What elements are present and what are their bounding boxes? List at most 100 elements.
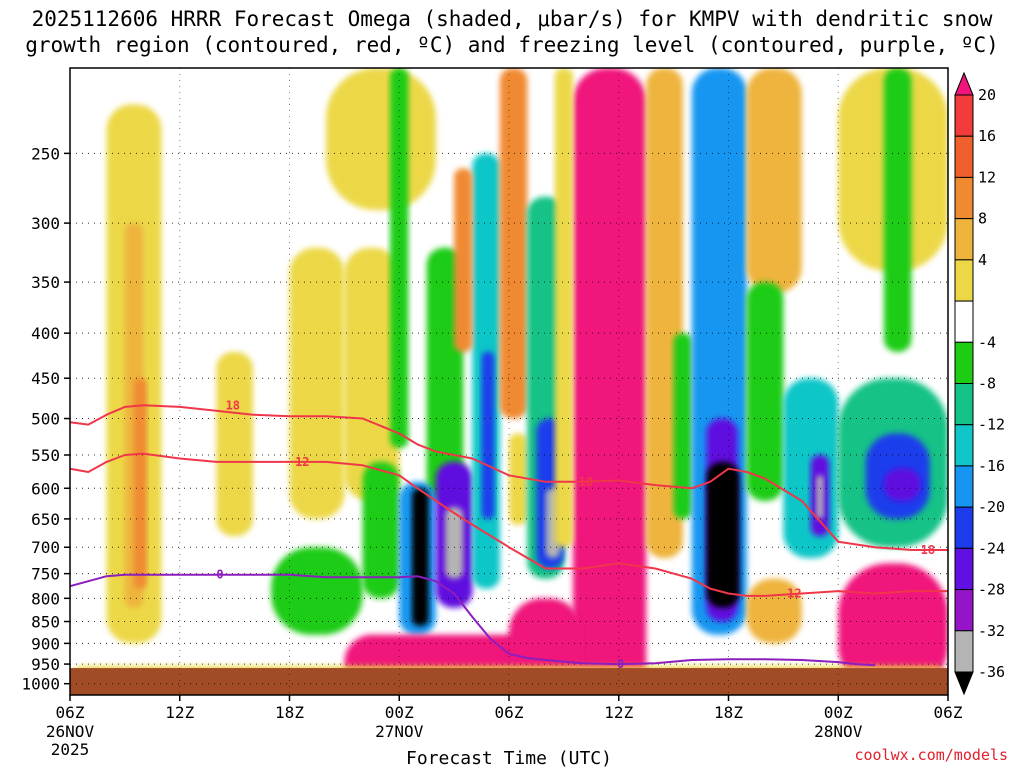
chart-title: 2025112606 HRRR Forecast Omega (shaded, … bbox=[0, 6, 1024, 58]
colorbar-swatch bbox=[954, 341, 974, 384]
contour-label: 0 bbox=[617, 657, 624, 671]
colorbar-swatch bbox=[954, 176, 974, 220]
omega-cell bbox=[326, 68, 436, 211]
omega-cell bbox=[509, 433, 528, 525]
y-tick-label: 1000 bbox=[21, 675, 60, 694]
contour-labels: 18 12 18 12 18 0 0 bbox=[216, 398, 935, 671]
omega-cell bbox=[344, 247, 400, 501]
contour-label: 18 bbox=[921, 543, 935, 557]
chart-title-line-2: growth region (contoured, red, ºC) and f… bbox=[25, 33, 999, 57]
colorbar-label: -8 bbox=[978, 375, 996, 393]
omega-cell bbox=[454, 168, 473, 352]
y-tick-label: 600 bbox=[31, 479, 60, 498]
colorbar-swatch bbox=[954, 465, 974, 508]
colorbar-label: -12 bbox=[978, 416, 1005, 434]
y-tick-label: 650 bbox=[31, 510, 60, 529]
contour-label: 12 bbox=[295, 455, 309, 469]
colorbar-label: -24 bbox=[978, 539, 1005, 557]
contour-label: 12 bbox=[787, 587, 801, 601]
contour-line-neg12 bbox=[70, 452, 948, 597]
y-tick-label: 450 bbox=[31, 369, 60, 388]
omega-cell bbox=[816, 475, 824, 519]
contour-line-neg18 bbox=[70, 404, 948, 551]
y-tick-label: 300 bbox=[31, 214, 60, 233]
contour-lines bbox=[70, 404, 948, 667]
contour-label: 0 bbox=[216, 568, 223, 582]
x-tick-label: 06Z bbox=[934, 703, 963, 722]
colorbar-swatch bbox=[954, 506, 974, 549]
x-date-label: 26NOV bbox=[46, 722, 95, 741]
omega-cell bbox=[573, 68, 647, 695]
colorbar-top-arrow bbox=[954, 71, 974, 96]
x-tick-label: 06Z bbox=[56, 703, 85, 722]
x-tick-label: 12Z bbox=[165, 703, 194, 722]
colorbar-swatch bbox=[954, 589, 974, 632]
colorbar-swatch bbox=[954, 547, 974, 591]
contour-line-0 bbox=[70, 573, 875, 667]
omega-cell bbox=[746, 68, 802, 293]
colorbar: 20 16 12 8 4 -4 -8 -12 -16 -20 -24 -28 -32 -36 bbox=[954, 71, 1005, 696]
x-tick-label: 00Z bbox=[385, 703, 414, 722]
omega-cell bbox=[362, 461, 400, 599]
grid-lines bbox=[70, 68, 948, 695]
colorbar-swatch bbox=[954, 218, 974, 261]
colorbar-swatch bbox=[954, 94, 974, 137]
omega-cell bbox=[838, 563, 948, 695]
ground-layer bbox=[70, 668, 948, 695]
x-tick-label: 18Z bbox=[275, 703, 304, 722]
colorbar-label: 12 bbox=[978, 168, 996, 186]
y-tick-label: 250 bbox=[31, 144, 60, 163]
omega-cell bbox=[444, 506, 464, 579]
x-date-label: 28NOV bbox=[814, 722, 863, 741]
omega-cell bbox=[746, 282, 784, 501]
colorbar-label: -36 bbox=[978, 663, 1005, 681]
omega-cell bbox=[412, 488, 429, 626]
y-tick-label: 900 bbox=[31, 634, 60, 653]
omega-cell bbox=[499, 68, 528, 419]
omega-cell bbox=[134, 378, 147, 589]
credit-text: coolwx.com/models bbox=[854, 746, 1008, 764]
omega-cell bbox=[673, 333, 692, 519]
colorbar-bottom-arrow bbox=[954, 671, 974, 696]
x-tick-label: 06Z bbox=[495, 703, 524, 722]
x-year-label: 2025 bbox=[51, 740, 90, 759]
colorbar-swatch bbox=[954, 383, 974, 426]
y-tick-label: 800 bbox=[31, 589, 60, 608]
chart-title-line-1: 2025112606 HRRR Forecast Omega (shaded, … bbox=[31, 7, 993, 31]
y-tick-label: 950 bbox=[31, 655, 60, 674]
ground-fill bbox=[70, 668, 948, 695]
y-tick-label: 850 bbox=[31, 613, 60, 632]
colorbar-swatch bbox=[954, 630, 974, 673]
contour-label: 18 bbox=[579, 475, 593, 489]
colorbar-label: 16 bbox=[978, 127, 996, 145]
y-axis: 250 300 350 400 450 500 550 600 650 700 750 800 850 9… bbox=[21, 144, 70, 694]
omega-cell bbox=[883, 68, 912, 352]
colorbar-swatch bbox=[954, 135, 974, 178]
y-tick-label: 400 bbox=[31, 324, 60, 343]
colorbar-swatch bbox=[954, 424, 974, 467]
omega-cell bbox=[481, 351, 495, 519]
colorbar-label: -28 bbox=[978, 581, 1005, 599]
x-date-label: 27NOV bbox=[375, 722, 424, 741]
omega-cell bbox=[706, 461, 740, 608]
y-tick-label: 750 bbox=[31, 565, 60, 584]
omega-cell bbox=[390, 68, 409, 448]
x-tick-label: 12Z bbox=[604, 703, 633, 722]
omega-shading bbox=[70, 68, 948, 695]
omega-cell bbox=[883, 468, 921, 501]
y-tick-label: 700 bbox=[31, 538, 60, 557]
colorbar-label: 8 bbox=[978, 210, 987, 228]
colorbar-label: -32 bbox=[978, 622, 1005, 640]
omega-cell bbox=[216, 351, 253, 537]
x-tick-label: 00Z bbox=[824, 703, 853, 722]
omega-cell bbox=[289, 247, 345, 519]
colorbar-swatch bbox=[954, 300, 974, 343]
y-tick-label: 350 bbox=[31, 273, 60, 292]
colorbar-label: -4 bbox=[978, 333, 996, 351]
y-tick-label: 500 bbox=[31, 410, 60, 429]
omega-cell bbox=[554, 68, 574, 548]
plot-area: 18 12 18 12 18 0 0 bbox=[70, 68, 948, 695]
colorbar-label: 4 bbox=[978, 251, 987, 269]
